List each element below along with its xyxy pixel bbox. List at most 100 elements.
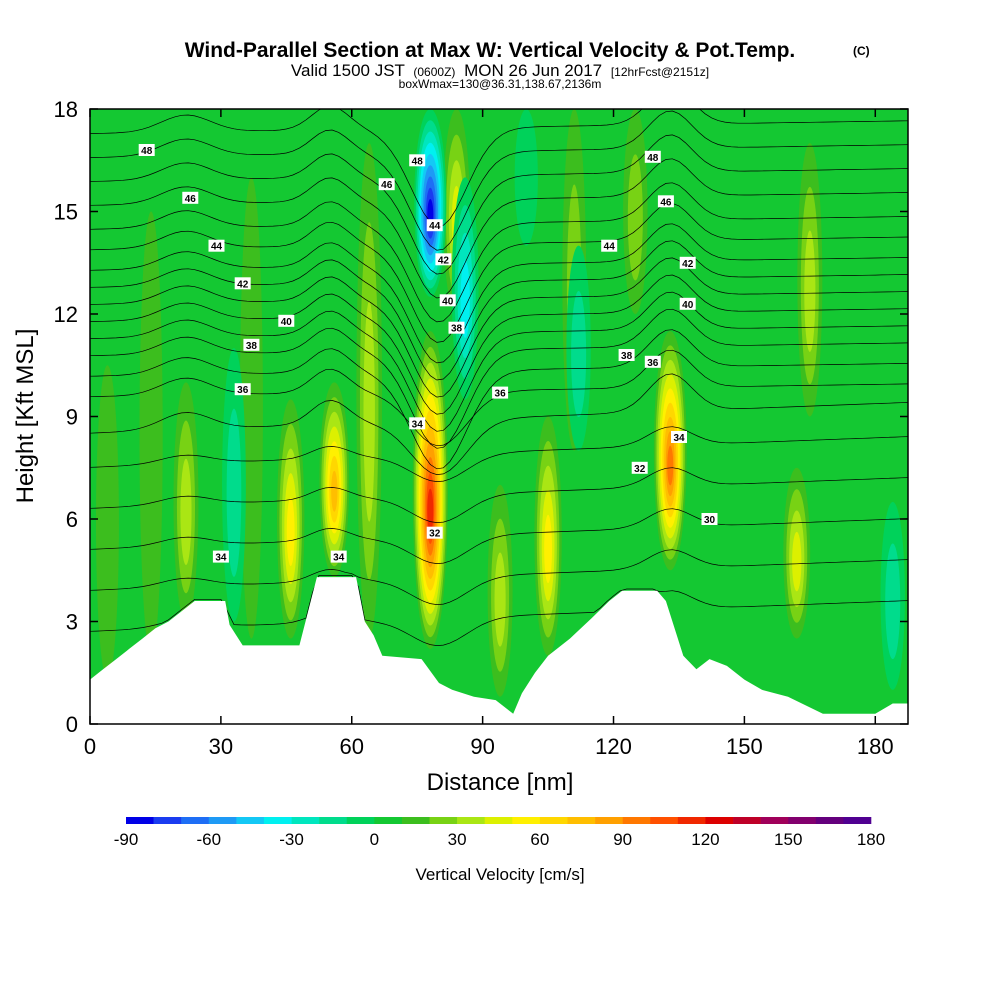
theta-label-text: 36 [237, 385, 249, 396]
theta-contour-41 [90, 257, 908, 398]
theta-label-text: 34 [333, 553, 345, 564]
theta-contour-33 [90, 467, 908, 523]
theta-contour-42 [90, 240, 908, 381]
x-tick-label: 30 [209, 734, 233, 759]
theta-label-10: 48 [409, 154, 426, 167]
theta-label-27: 30 [701, 513, 718, 526]
theta-label-text: 42 [682, 259, 694, 270]
colorbar-swatch [374, 817, 403, 824]
theta-label-text: 34 [215, 553, 227, 564]
velocity-field [95, 109, 905, 697]
colorbar-tick-label: 90 [613, 830, 632, 849]
theta-label-text: 44 [604, 242, 616, 253]
theta-contour-46 [90, 158, 908, 299]
chart-title: Wind-Parallel Section at Max W: Vertical… [185, 39, 796, 62]
colorbar-swatch [291, 817, 320, 824]
theta-label-16: 34 [409, 417, 426, 430]
theta-label-4: 40 [278, 314, 295, 328]
colorbar-swatch [539, 817, 568, 824]
x-tick-label: 120 [595, 734, 632, 759]
plot-area: 48 46 44 42 40 38 36 34 34 46 48 44 42 40 38 36 34 32 48 46… [90, 109, 908, 724]
colorbar-swatch [153, 817, 182, 824]
theta-label-text: 46 [381, 180, 393, 191]
theta-contours [90, 109, 908, 646]
theta-label-26: 32 [631, 461, 648, 475]
chart-subtitle: Valid 1500 JST (0600Z) MON 26 Jun 2017 [… [291, 61, 709, 80]
colorbar-swatch [181, 817, 210, 824]
theta-label-1: 46 [182, 191, 199, 205]
theta-label-text: 36 [495, 389, 507, 400]
theta-label-22: 40 [679, 297, 696, 311]
theta-label-text: 44 [211, 242, 223, 253]
theta-label-text: 46 [185, 194, 197, 205]
theta-label-23: 38 [618, 349, 635, 362]
updraft-6-band-3 [363, 301, 375, 522]
updraft-4-band-5 [286, 497, 295, 566]
theta-label-text: 48 [412, 156, 424, 167]
theta-label-13: 40 [439, 294, 456, 307]
colorbar: -90 -60 -30 0 30 60 90 120 150 180 [114, 817, 885, 849]
chart-title-mark: (C) [853, 44, 870, 58]
y-tick-label: 12 [54, 302, 78, 327]
x-tick-label: 180 [857, 734, 894, 759]
colorbar-swatch [843, 817, 872, 824]
updraft-7-band-11 [427, 488, 434, 533]
theta-label-text: 42 [438, 255, 450, 266]
y-tick-label: 9 [66, 405, 78, 430]
theta-label-text: 34 [412, 419, 424, 430]
updraft-3-band-1 [239, 177, 263, 639]
colorbar-swatch [401, 817, 430, 824]
theta-label-text: 40 [281, 317, 293, 328]
colorbar-swatch [126, 817, 154, 824]
theta-label-14: 38 [448, 321, 465, 335]
y-tick-label: 15 [54, 200, 78, 225]
colorbar-tick-label: 30 [448, 830, 467, 849]
theta-label-6: 36 [234, 383, 251, 396]
theta-label-text: 44 [429, 221, 441, 232]
updraft-0-band-1 [95, 365, 119, 680]
x-axis-label: Distance [nm] [427, 769, 574, 796]
colorbar-swatch [595, 817, 623, 824]
colorbar-swatch [346, 817, 375, 824]
colorbar-tick-label: 150 [774, 830, 802, 849]
x-tick-label: 90 [470, 734, 494, 759]
colorbar-swatch [236, 817, 265, 824]
colorbar-tick-label: -30 [279, 830, 304, 849]
theta-label-2: 44 [208, 239, 225, 253]
colorbar-label: Vertical Velocity [cm/s] [415, 865, 584, 884]
colorbar-swatch [733, 817, 761, 824]
subtitle-fcst: [12hrFcst@2151z] [611, 65, 709, 79]
theta-label-0: 48 [138, 144, 155, 157]
theta-label-17: 32 [426, 526, 443, 540]
theta-label-5: 38 [243, 338, 260, 352]
colorbar-swatch [622, 817, 651, 824]
colorbar-swatch [429, 817, 458, 824]
theta-contour-47 [90, 134, 908, 275]
x-tick-label: 150 [726, 734, 763, 759]
theta-label-24: 36 [644, 355, 661, 369]
colorbar-swatch [567, 817, 596, 824]
subtitle-date: MON 26 Jun 2017 [464, 61, 602, 80]
theta-contour-31 [90, 549, 908, 605]
updraft-12-band-9 [667, 445, 674, 486]
theta-label-text: 32 [429, 529, 441, 540]
y-tick-label: 0 [66, 712, 78, 737]
chart-subtitle-box: boxWmax=130@36.31,138.67,2136m [399, 77, 602, 91]
downdraft-3-band-2 [571, 291, 587, 418]
theta-contour-38 [90, 308, 908, 449]
subtitle-utc: (0600Z) [413, 65, 455, 79]
theta-label-text: 40 [442, 296, 454, 307]
updraft-5-band-7 [331, 470, 338, 512]
colorbar-swatch [208, 817, 237, 824]
theta-label-text: 30 [704, 515, 716, 526]
updraft-2-band-3 [180, 458, 192, 566]
colorbar-tick-label: 120 [691, 830, 719, 849]
downdraft-5-band-1 [514, 109, 538, 246]
updraft-14-band-4 [792, 531, 802, 592]
colorbar-swatch [512, 817, 541, 824]
x-axis: 0 30 60 90 120 150 180 [84, 109, 894, 759]
colorbar-swatch [760, 817, 789, 824]
colorbar-swatch [457, 817, 485, 824]
colorbar-swatch [650, 817, 679, 824]
theta-label-text: 32 [634, 464, 646, 475]
